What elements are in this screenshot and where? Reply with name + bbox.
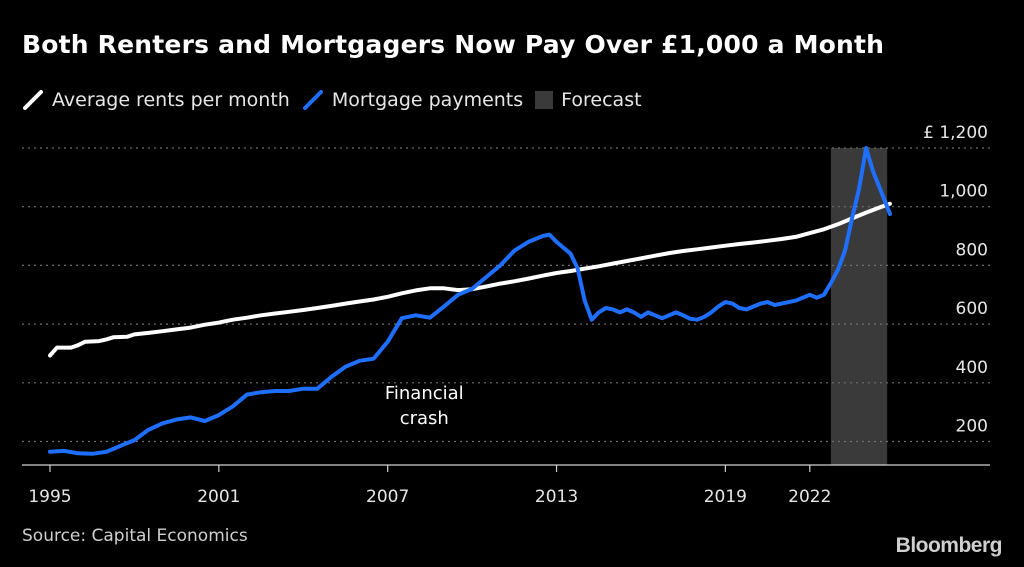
legend-label-mortgage: Mortgage payments [331, 89, 524, 111]
y-tick-label-800: 800 [956, 240, 988, 260]
chart-legend: Average rents per month Mortgage payment… [22, 86, 654, 114]
legend-item-forecast: Forecast [535, 89, 642, 111]
source-note: Source: Capital Economics [22, 526, 248, 546]
y-tick-label-600: 600 [956, 299, 988, 319]
x-tick-label-2013: 2013 [535, 487, 578, 507]
x-tick-label-2007: 2007 [366, 487, 409, 507]
y-tick-label-400: 400 [956, 358, 988, 378]
y-tick-label-1000: 1,000 [939, 182, 988, 202]
x-tick-label-2019: 2019 [704, 487, 747, 507]
legend-item-rents: Average rents per month [22, 89, 290, 111]
x-tick-label-2022: 2022 [788, 487, 831, 507]
legend-item-mortgage: Mortgage payments [302, 89, 523, 111]
legend-label-forecast: Forecast [561, 89, 642, 111]
legend-line-icon-rents [23, 90, 43, 110]
y-tick-label-200: 200 [956, 417, 988, 437]
legend-label-rents: Average rents per month [52, 89, 290, 111]
forecast-band [830, 148, 888, 465]
series-line-mortgage [48, 146, 892, 456]
series-line-rents [48, 201, 892, 358]
annotation-financial-crash-line-2: crash [400, 408, 449, 429]
annotation-financial-crash-line-1: Financial [385, 383, 464, 404]
legend-box-icon-forecast [535, 91, 554, 109]
bloomberg-logo: Bloomberg [895, 534, 1003, 557]
x-tick-label-1995: 1995 [28, 487, 71, 507]
legend-line-icon-mortgage [302, 90, 323, 110]
y-tick-label-1200: £ 1,200 [923, 123, 988, 143]
chart-title: Both Renters and Mortgagers Now Pay Over… [22, 30, 885, 59]
x-tick-label-2001: 2001 [197, 487, 240, 507]
